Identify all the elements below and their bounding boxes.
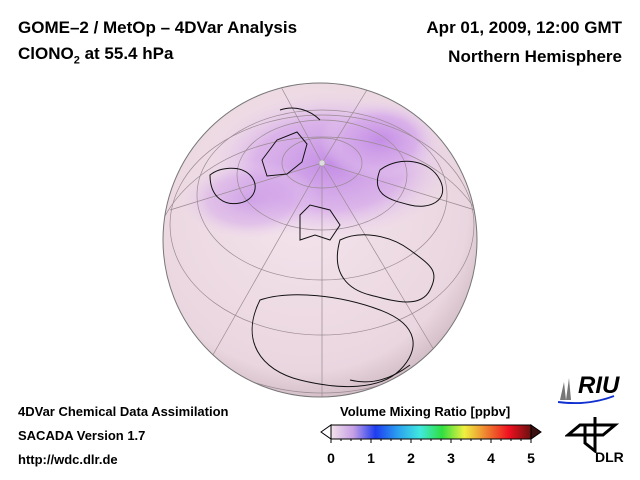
species-subscript: 2 xyxy=(73,54,80,67)
colorbar-tick-label: 1 xyxy=(367,450,375,466)
footer-link[interactable]: http://wdc.dlr.de xyxy=(18,452,118,467)
colorbar-min-arrow xyxy=(320,424,332,440)
footer-line-2: SACADA Version 1.7 xyxy=(18,428,146,443)
colorbar-tick-label: 2 xyxy=(407,450,415,466)
dlr-logo-mark xyxy=(565,417,620,453)
north-pole-marker xyxy=(318,159,326,167)
concentration-field xyxy=(180,90,455,240)
riu-logo-mark xyxy=(558,378,615,404)
colorbar-title: Volume Mixing Ratio [ppbv] xyxy=(340,404,511,419)
colorbar-tick-label: 3 xyxy=(447,450,455,466)
colorbar-tick-label: 4 xyxy=(487,450,495,466)
riu-logo: RIU xyxy=(558,372,619,404)
colorbar-gradient xyxy=(330,424,532,440)
riu-logo-text: RIU xyxy=(578,372,620,399)
colorbar-tick-label: 0 xyxy=(327,450,335,466)
colorbar-tick-label: 5 xyxy=(527,450,535,466)
colorbar xyxy=(320,424,542,443)
graticule xyxy=(163,84,477,397)
coastlines xyxy=(209,107,444,387)
species-label: ClONO2 at 55.4 hPa xyxy=(18,44,173,66)
footer-line-1: 4DVar Chemical Data Assimilation xyxy=(18,404,229,419)
globe-outline xyxy=(162,82,478,398)
dlr-logo-text: DLR xyxy=(595,449,624,465)
colorbar-max-arrow xyxy=(530,424,542,440)
figure-title: GOME–2 / MetOp – 4DVar Analysis xyxy=(18,18,298,37)
datetime-label: Apr 01, 2009, 12:00 GMT xyxy=(426,18,622,37)
pressure-level: at 55.4 hPa xyxy=(79,44,174,63)
species-name: ClONO xyxy=(18,44,74,63)
region-label: Northern Hemisphere xyxy=(448,47,622,66)
